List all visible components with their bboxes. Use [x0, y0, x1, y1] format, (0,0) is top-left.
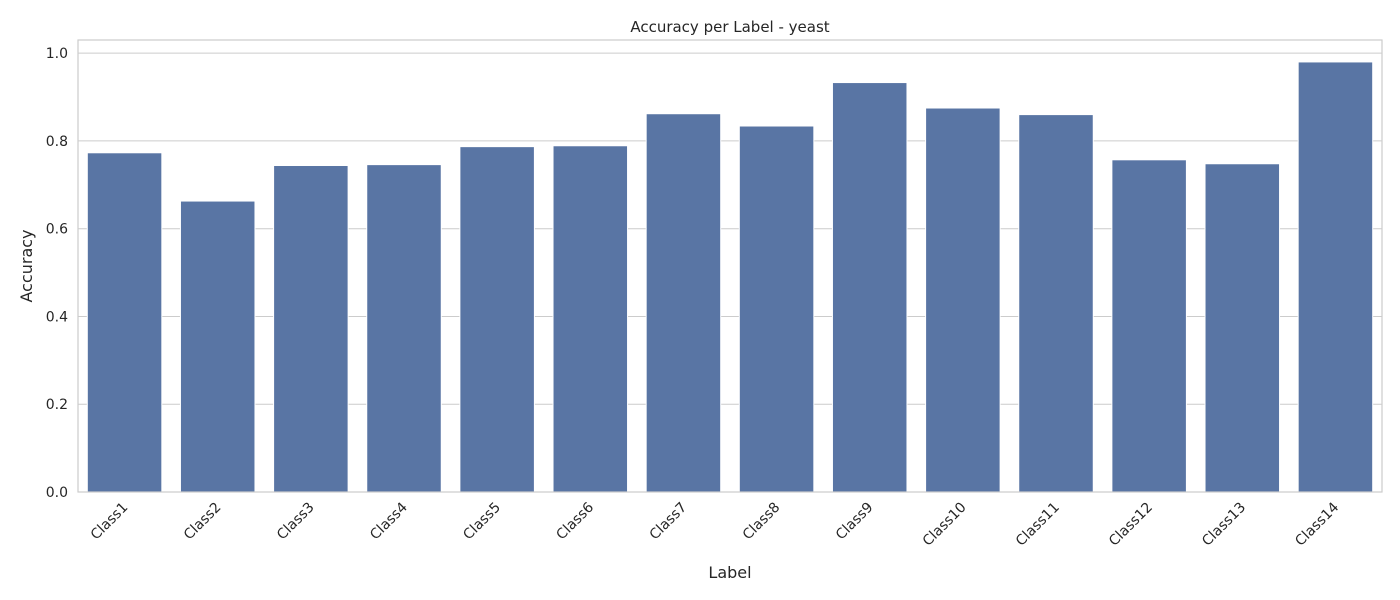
plot-frame — [77, 39, 1383, 493]
x-tick-label: Class14 — [1292, 499, 1342, 549]
x-tick-label: Class2 — [181, 500, 225, 544]
bar-class11 — [1018, 114, 1094, 493]
y-tick-label: 0.6 — [46, 222, 68, 238]
x-tick-label: Class11 — [1013, 500, 1063, 550]
x-tick-label: Class9 — [833, 500, 877, 544]
y-tick-label: 0.4 — [46, 309, 68, 325]
x-tick-label: Class7 — [647, 500, 691, 544]
x-tick-label: Class3 — [274, 500, 318, 544]
x-tick-label: Class8 — [740, 500, 784, 544]
y-tick-label: 0.0 — [46, 485, 68, 501]
x-tick-label: Class12 — [1106, 500, 1156, 550]
bar-class13 — [1204, 163, 1281, 493]
bar-class1 — [86, 152, 163, 493]
x-tick-label: Class6 — [553, 499, 597, 543]
y-tick-label: 0.8 — [46, 134, 68, 150]
bar-class12 — [1111, 159, 1187, 493]
x-tick-labels: Class1 Class2 Class3 Class4 Class5 Class6 Clas… — [88, 499, 1343, 549]
bar-class3 — [273, 165, 349, 493]
chart-title: Accuracy per Label - yeast — [630, 18, 829, 36]
x-axis-label: Label — [708, 563, 751, 582]
x-tick-label: Class5 — [460, 500, 504, 544]
bar-class14 — [1297, 61, 1374, 493]
bar-class9 — [831, 82, 908, 493]
x-tick-label: Class1 — [88, 500, 132, 544]
bars — [86, 61, 1374, 493]
y-tick-labels: 0.0 0.2 0.4 0.6 0.8 1.0 — [46, 46, 68, 501]
x-tick-label: Class10 — [920, 500, 970, 550]
bar-class2 — [179, 200, 256, 493]
x-tick-label: Class13 — [1199, 500, 1249, 550]
bar-class8 — [738, 125, 815, 493]
y-axis-label: Accuracy — [17, 229, 36, 302]
x-tick-label: Class4 — [367, 499, 411, 543]
bar-class10 — [925, 107, 1001, 493]
y-tick-label: 1.0 — [46, 46, 68, 62]
bar-class6 — [552, 145, 629, 493]
bar-class5 — [459, 146, 535, 493]
bar-class7 — [645, 113, 722, 493]
bar-class4 — [366, 164, 442, 493]
y-tick-label: 0.2 — [46, 397, 68, 413]
